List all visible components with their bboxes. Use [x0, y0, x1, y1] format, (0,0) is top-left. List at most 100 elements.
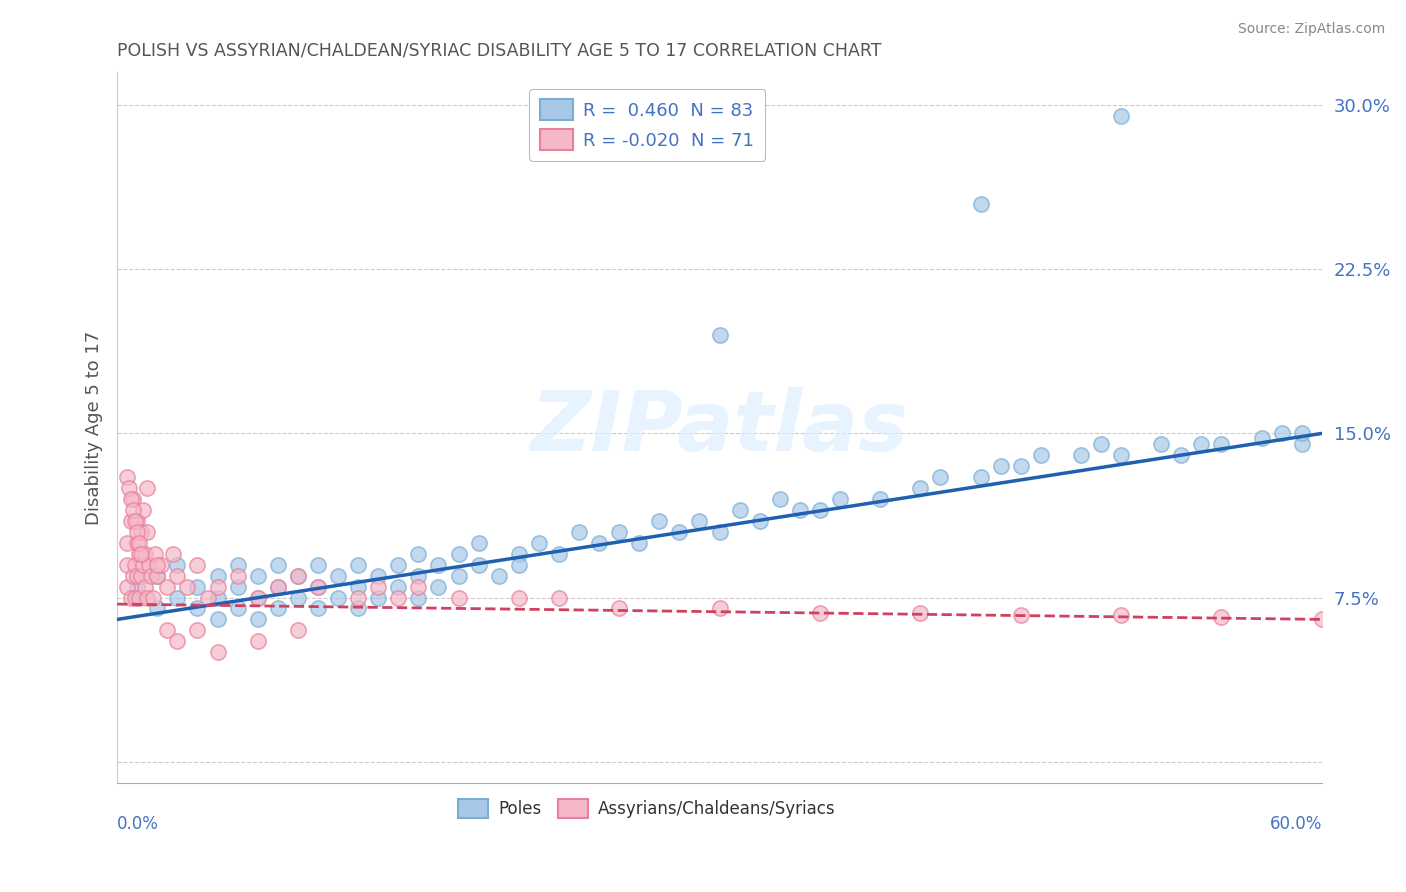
Point — [347, 591, 370, 605]
Text: 60.0%: 60.0% — [1270, 815, 1322, 833]
Point — [226, 568, 249, 582]
Point — [127, 568, 149, 582]
Text: Source: ZipAtlas.com: Source: ZipAtlas.com — [1237, 22, 1385, 37]
Point — [128, 536, 150, 550]
Point — [748, 514, 770, 528]
Point — [162, 547, 184, 561]
Point — [197, 591, 219, 605]
Point — [115, 536, 138, 550]
Point — [828, 491, 851, 506]
Point — [1010, 459, 1032, 474]
Point — [127, 536, 149, 550]
Point — [115, 580, 138, 594]
Point — [709, 328, 731, 343]
Point — [146, 568, 169, 582]
Point — [1189, 437, 1212, 451]
Text: ZIPatlas: ZIPatlas — [530, 387, 908, 468]
Point — [146, 558, 169, 572]
Point — [129, 524, 152, 539]
Point — [488, 568, 510, 582]
Point — [1150, 437, 1173, 451]
Point — [132, 503, 155, 517]
Point — [668, 524, 690, 539]
Point — [548, 547, 571, 561]
Point — [307, 580, 329, 594]
Point — [124, 591, 146, 605]
Point — [156, 624, 179, 638]
Point — [326, 591, 349, 605]
Point — [124, 558, 146, 572]
Point — [186, 601, 208, 615]
Point — [128, 547, 150, 561]
Point — [1291, 437, 1313, 451]
Point — [138, 558, 160, 572]
Point — [607, 524, 630, 539]
Point — [568, 524, 591, 539]
Point — [447, 591, 470, 605]
Point — [127, 591, 149, 605]
Point — [929, 470, 952, 484]
Text: POLISH VS ASSYRIAN/CHALDEAN/SYRIAC DISABILITY AGE 5 TO 17 CORRELATION CHART: POLISH VS ASSYRIAN/CHALDEAN/SYRIAC DISAB… — [117, 42, 882, 60]
Point — [1070, 448, 1092, 462]
Point — [307, 558, 329, 572]
Point — [1310, 612, 1333, 626]
Point — [129, 568, 152, 582]
Point — [134, 580, 156, 594]
Point — [709, 524, 731, 539]
Point — [508, 558, 530, 572]
Point — [136, 481, 159, 495]
Point — [186, 624, 208, 638]
Point — [1029, 448, 1052, 462]
Point — [408, 580, 430, 594]
Point — [207, 645, 229, 659]
Point — [607, 601, 630, 615]
Point — [267, 601, 290, 615]
Point — [207, 591, 229, 605]
Point — [287, 568, 309, 582]
Point — [688, 514, 710, 528]
Point — [467, 536, 489, 550]
Point — [1271, 426, 1294, 441]
Point — [132, 558, 155, 572]
Point — [387, 558, 409, 572]
Point — [207, 568, 229, 582]
Point — [267, 558, 290, 572]
Point — [387, 591, 409, 605]
Point — [367, 591, 389, 605]
Point — [508, 591, 530, 605]
Point — [124, 514, 146, 528]
Point — [146, 601, 169, 615]
Point — [287, 624, 309, 638]
Point — [789, 503, 811, 517]
Point — [628, 536, 651, 550]
Point — [1109, 607, 1132, 622]
Point — [166, 558, 188, 572]
Point — [808, 606, 831, 620]
Point — [115, 558, 138, 572]
Point — [120, 514, 142, 528]
Point — [1211, 437, 1233, 451]
Y-axis label: Disability Age 5 to 17: Disability Age 5 to 17 — [86, 331, 103, 525]
Point — [910, 481, 932, 495]
Text: 0.0%: 0.0% — [117, 815, 159, 833]
Point — [166, 591, 188, 605]
Point — [127, 580, 149, 594]
Point — [709, 601, 731, 615]
Point — [1211, 610, 1233, 624]
Point — [120, 491, 142, 506]
Point — [142, 591, 165, 605]
Point — [347, 558, 370, 572]
Point — [207, 580, 229, 594]
Point — [246, 568, 269, 582]
Point — [129, 547, 152, 561]
Point — [1250, 431, 1272, 445]
Point — [267, 580, 290, 594]
Point — [427, 580, 450, 594]
Point — [1090, 437, 1112, 451]
Point — [307, 601, 329, 615]
Point — [969, 196, 991, 211]
Point — [367, 568, 389, 582]
Point — [122, 568, 145, 582]
Point — [267, 580, 290, 594]
Point — [166, 634, 188, 648]
